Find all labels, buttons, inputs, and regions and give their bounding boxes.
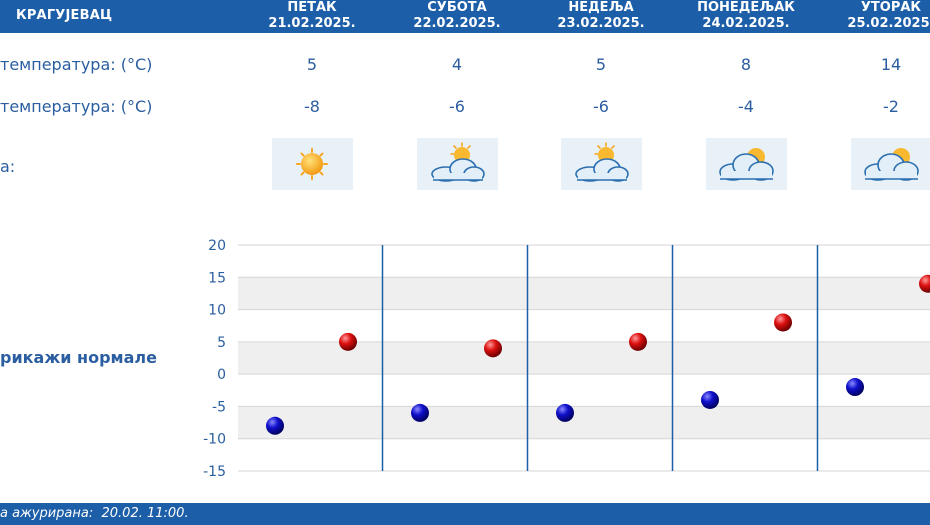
max-temp-label: температура: (°C) bbox=[0, 55, 153, 74]
weather-icon-box bbox=[272, 138, 353, 190]
weather-icon-box bbox=[561, 138, 642, 190]
day-date: 22.02.2025. bbox=[413, 16, 501, 31]
min-temp-point bbox=[266, 416, 284, 435]
max-temp-value: 14 bbox=[880, 55, 902, 74]
min-temp-value: -6 bbox=[593, 97, 609, 116]
min-temp-value: -8 bbox=[304, 97, 320, 116]
day-header-5: УТОРАК 25.02.2025. bbox=[836, 0, 930, 32]
day-date: 23.02.2025. bbox=[557, 16, 645, 31]
day-date: 21.02.2025. bbox=[268, 16, 356, 31]
show-normals-link[interactable]: рикажи нормале bbox=[0, 348, 157, 367]
city-name: КРАГУЈЕВАЦ bbox=[16, 8, 113, 23]
grid-band bbox=[238, 406, 930, 439]
weather-icon-box bbox=[706, 138, 787, 190]
day-header-1: ПЕТАК 21.02.2025. bbox=[257, 0, 367, 32]
partly-cloudy-icon bbox=[575, 142, 629, 182]
day-name: СУБОТА bbox=[427, 0, 487, 15]
y-tick-label: 20 bbox=[208, 238, 226, 254]
status-bar: а ажурирана: 20.02. 11:00. bbox=[0, 503, 930, 525]
day-date: 25.02.2025. bbox=[847, 16, 930, 31]
day-name: ПЕТАК bbox=[287, 0, 337, 15]
day-date: 24.02.2025. bbox=[702, 16, 790, 31]
weather-label: а: bbox=[0, 157, 16, 176]
day-header-3: НЕДЕЉА 23.02.2025. bbox=[546, 0, 656, 32]
temperature-chart: 20 15 10 5 0 -5 -10 -15 bbox=[203, 238, 930, 480]
max-temp-point bbox=[339, 332, 357, 351]
cloudy-sun-icon bbox=[719, 148, 774, 181]
day-name: НЕДЕЉА bbox=[568, 0, 634, 15]
min-temp-point bbox=[846, 378, 864, 397]
max-temp-point bbox=[484, 339, 502, 358]
day-name: ПОНЕДЕЉАК bbox=[697, 0, 795, 15]
y-tick-label: 5 bbox=[217, 335, 226, 351]
min-temp-label: температура: (°C) bbox=[0, 97, 153, 116]
grid-band bbox=[238, 277, 930, 310]
min-temp-value: -2 bbox=[883, 97, 899, 116]
weather-icon-box bbox=[851, 138, 930, 190]
max-temp-point bbox=[629, 332, 647, 351]
min-temp-point bbox=[556, 403, 574, 422]
y-tick-label: -15 bbox=[203, 464, 226, 480]
min-temp-value: -4 bbox=[738, 97, 754, 116]
max-temp-value: 8 bbox=[740, 55, 752, 74]
day-name: УТОРАК bbox=[860, 0, 922, 15]
day-header-2: СУБОТА 22.02.2025. bbox=[402, 0, 512, 32]
min-temp-value: -6 bbox=[449, 97, 465, 116]
max-temp-value: 5 bbox=[595, 55, 607, 74]
y-tick-label: 10 bbox=[208, 303, 226, 319]
y-tick-label: -10 bbox=[203, 432, 226, 448]
partly-cloudy-icon bbox=[431, 142, 485, 182]
max-temp-value: 4 bbox=[451, 55, 463, 74]
y-tick-label: 15 bbox=[208, 270, 226, 286]
sun-icon bbox=[296, 148, 328, 180]
y-tick-label: 0 bbox=[217, 367, 226, 383]
day-header-4: ПОНЕДЕЉАК 24.02.2025. bbox=[691, 0, 801, 32]
min-temp-point bbox=[411, 403, 429, 422]
cloudy-sun-icon bbox=[864, 148, 919, 181]
min-temp-point bbox=[701, 390, 719, 409]
max-temp-value: 5 bbox=[306, 55, 318, 74]
y-tick-label: -5 bbox=[212, 399, 226, 415]
weather-icon-box bbox=[417, 138, 498, 190]
max-temp-point bbox=[774, 313, 792, 332]
last-updated-text: а ажурирана: 20.02. 11:00. bbox=[0, 506, 189, 521]
max-temp-point bbox=[919, 274, 930, 293]
forecast-header: КРАГУЈЕВАЦ ПЕТАК 21.02.2025. СУБОТА 22.0… bbox=[0, 0, 930, 33]
